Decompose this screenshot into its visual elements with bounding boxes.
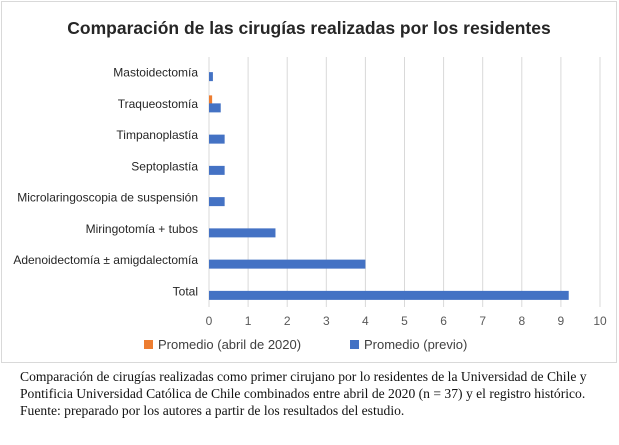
category-labels: Mastoidectomía Traqueostomía Timpanoplastí… — [13, 66, 198, 299]
x-tick-label: 0 — [206, 314, 213, 328]
legend: Promedio (abril de 2020) Promedio (previo… — [144, 337, 467, 352]
caption-text: Comparación de cirugías realizadas como … — [20, 369, 587, 401]
bar-previo — [209, 290, 569, 300]
x-tick-label: 1 — [245, 314, 252, 328]
bar-previo — [209, 197, 225, 207]
x-tick-labels: 0 1 2 3 4 5 6 7 8 9 10 — [206, 314, 607, 328]
bar-previo — [209, 72, 213, 82]
x-tick-label: 7 — [479, 314, 486, 328]
category-label: Mastoidectomía — [113, 66, 198, 80]
figure-caption: Comparación de cirugías realizadas como … — [20, 368, 605, 419]
category-label: Timpanoplastía — [116, 128, 198, 142]
x-tick-label: 6 — [440, 314, 447, 328]
x-tick-label: 9 — [558, 314, 565, 328]
category-label: Microlaringoscopia de suspensión — [17, 191, 198, 205]
x-tick-label: 4 — [362, 314, 369, 328]
category-label: Traqueostomía — [118, 97, 199, 111]
bar-abril-2020 — [209, 95, 213, 105]
bar-previo — [209, 228, 276, 238]
grid-lines — [208, 57, 601, 307]
category-label: Adenoidectomía ± amigdalectomía — [13, 253, 198, 267]
category-label: Miringotomía + tubos — [86, 222, 198, 236]
bars — [209, 72, 569, 300]
bar-previo — [209, 103, 221, 113]
bar-chart: Comparación de las cirugías realizadas p… — [13, 18, 607, 352]
legend-label: Promedio (previo) — [364, 337, 467, 352]
x-tick-label: 8 — [518, 314, 525, 328]
x-tick-label: 5 — [401, 314, 408, 328]
legend-swatch — [144, 340, 153, 349]
caption-source: Fuente: preparado por los autores a part… — [20, 403, 405, 418]
chart-container: Comparación de las cirugías realizadas p… — [1, 1, 617, 363]
bar-previo — [209, 165, 225, 175]
x-tick-label: 3 — [323, 314, 330, 328]
legend-label: Promedio (abril de 2020) — [158, 337, 301, 352]
chart-title: Comparación de las cirugías realizadas p… — [67, 18, 551, 38]
x-tick-label: 2 — [284, 314, 291, 328]
category-label: Total — [173, 284, 198, 298]
x-tick-label: 10 — [593, 314, 607, 328]
bar-previo — [209, 134, 225, 144]
bar-previo — [209, 259, 366, 269]
category-label: Septoplastía — [131, 159, 198, 173]
legend-swatch — [350, 340, 359, 349]
